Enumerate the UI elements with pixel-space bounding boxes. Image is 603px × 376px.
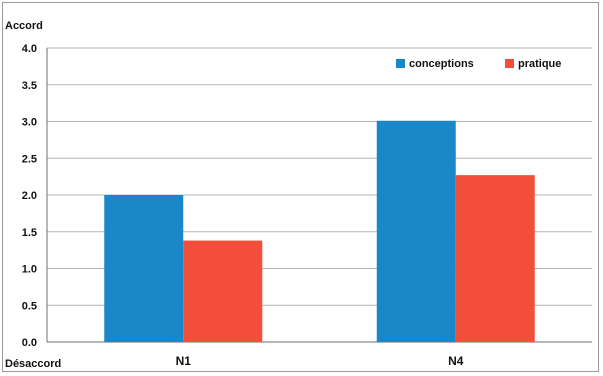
legend-swatch-conceptions [396, 59, 405, 68]
y-tick-label: 1.0 [22, 264, 37, 276]
y-axis-bottom-label: Désaccord [5, 358, 61, 370]
bar-pratique-N1 [183, 240, 263, 342]
y-tick-label: 0.0 [22, 337, 37, 349]
y-tick-label: 3.0 [22, 117, 37, 129]
y-tick-label: 2.5 [22, 153, 37, 165]
bar-pratique-N4 [455, 175, 535, 342]
bars [104, 120, 535, 342]
legend-swatch-pratique [505, 59, 514, 68]
y-tick-label: 4.0 [22, 43, 37, 55]
x-category-label: N1 [176, 354, 192, 368]
legend-label-conceptions: conceptions [409, 58, 474, 70]
y-tick-label: 3.5 [22, 80, 37, 92]
y-axis-top-label: Accord [5, 20, 43, 32]
bar-conceptions-N1 [104, 195, 184, 342]
legend: conceptions pratique [396, 58, 561, 70]
x-category-labels: N1 N4 [176, 354, 464, 368]
y-tick-label: 0.5 [22, 300, 37, 312]
y-tick-labels: 0.0 0.5 1.0 1.5 2.0 2.5 3.0 3.5 4.0 [22, 43, 37, 349]
x-category-label: N4 [448, 354, 464, 368]
y-tick-label: 2.0 [22, 190, 37, 202]
bar-conceptions-N4 [376, 120, 456, 342]
legend-label-pratique: pratique [518, 58, 561, 70]
y-tick-label: 1.5 [22, 227, 37, 239]
